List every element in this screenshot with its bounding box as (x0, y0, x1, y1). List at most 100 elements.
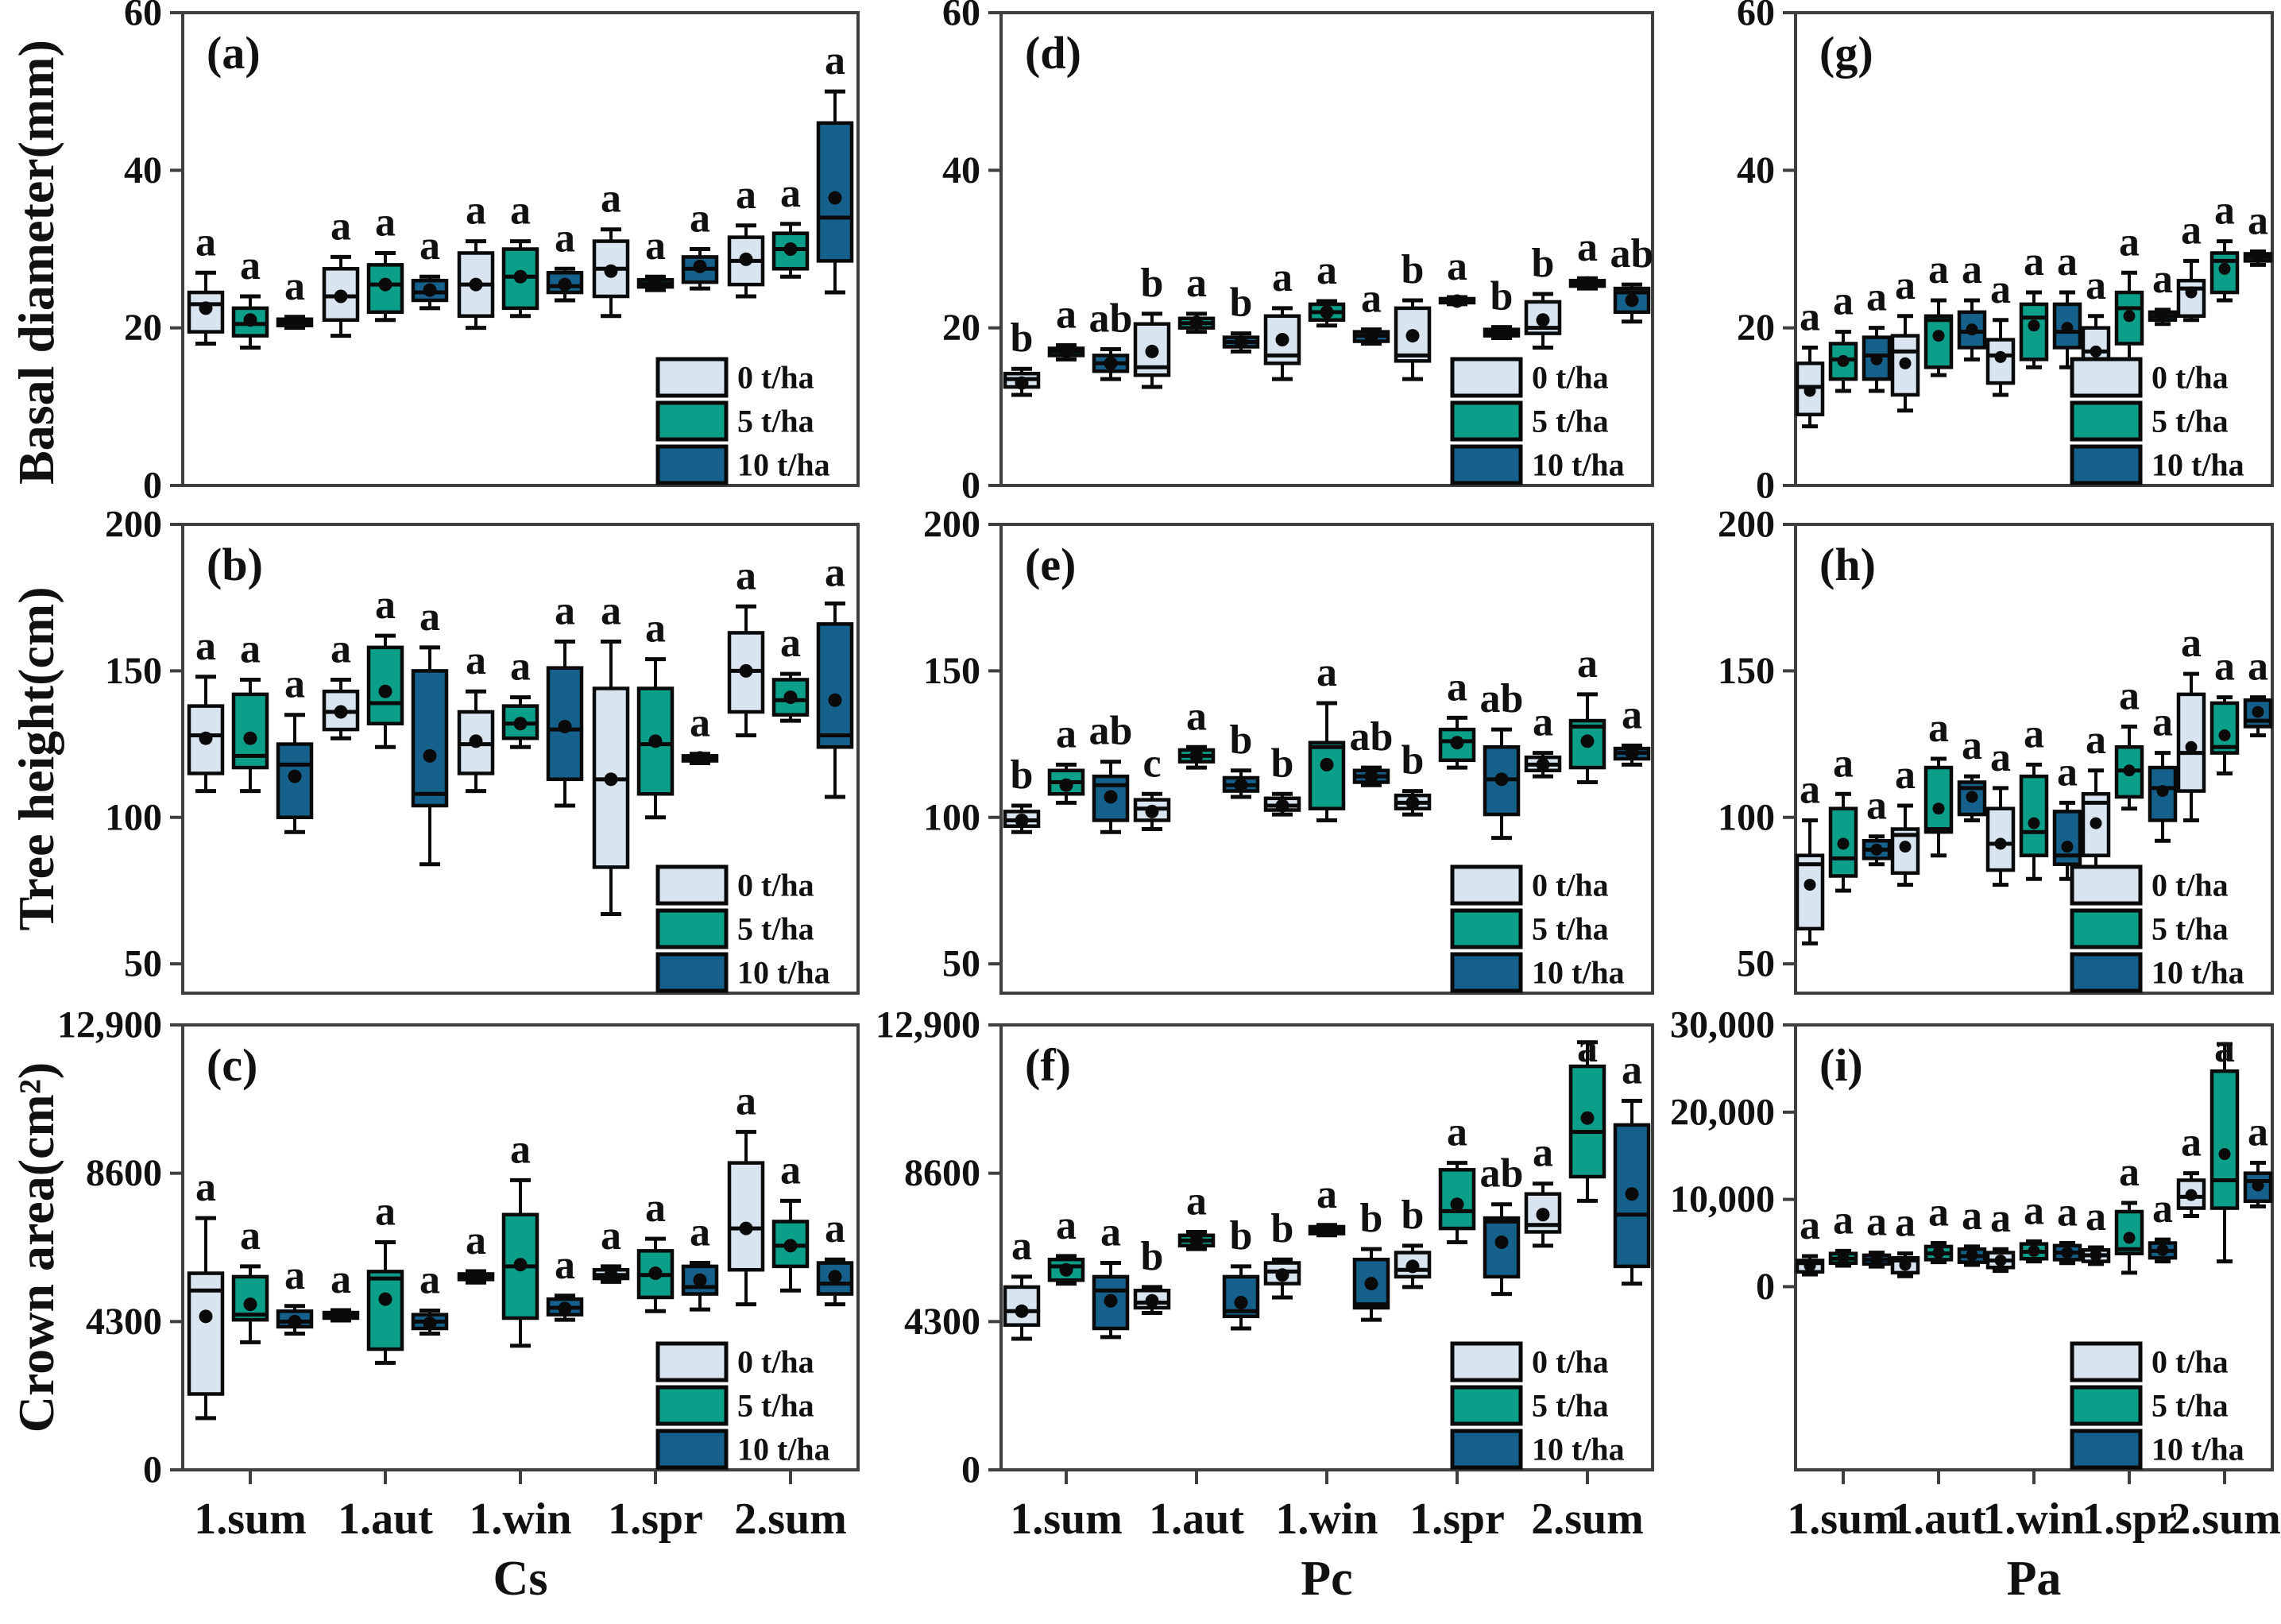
legend-label: 10 t/ha (737, 955, 830, 991)
significance-letter: a (195, 219, 216, 265)
legend-swatch-0tha (1450, 1341, 1523, 1382)
x-tick-label-season: 1.aut (1149, 1494, 1244, 1544)
boxplot-b-1.spr-0 t/ha: a (592, 589, 630, 916)
y-tick-label: 4300 (86, 1301, 162, 1343)
box-iqr (1483, 1216, 1521, 1279)
significance-letter: a (2024, 239, 2044, 284)
mean-dot (513, 1258, 528, 1272)
legend-swatch-10tha (655, 952, 729, 993)
x-tick-label-season: 1.sum (194, 1494, 307, 1544)
boxplot-g-1.win-10 t/ha: a (2052, 239, 2082, 369)
mean-dot (2156, 309, 2169, 322)
panel-letter: (i) (1819, 1039, 1863, 1091)
mean-dot (1145, 1293, 1159, 1308)
boxplot-c-2.sum-0 t/ha: a (727, 1079, 765, 1307)
legend-label: 10 t/ha (737, 447, 830, 483)
boxplot-e-2.sum-5 t/ha: a (1568, 641, 1606, 784)
mean-dot (2185, 1189, 2198, 1201)
y-tick-label: 0 (143, 465, 162, 507)
x-axis-species-label-cs: Cs (493, 1552, 548, 1606)
mean-dot (1364, 1277, 1378, 1291)
significance-letter: a (2024, 711, 2044, 756)
boxplot-g-1.aut-0 t/ha: a (1890, 263, 1920, 413)
box-iqr (366, 1270, 404, 1351)
significance-letter: a (1928, 706, 1949, 751)
mean-dot (1275, 1268, 1289, 1282)
significance-letter: b (1230, 1213, 1253, 1259)
significance-letter: b (1360, 1196, 1383, 1241)
boxplot-a-2.sum-10 t/ha: a (816, 38, 854, 295)
significance-letter: a (466, 188, 486, 234)
significance-letter: a (331, 1257, 351, 1302)
mean-dot (1994, 837, 2007, 850)
legend-swatch-5tha (1450, 400, 1523, 442)
significance-letter: a (780, 1147, 801, 1193)
mean-dot (1234, 778, 1248, 792)
significance-letter: a (1622, 1048, 1642, 1093)
significance-letter: a (2214, 644, 2235, 690)
mean-dot (2218, 1148, 2231, 1161)
mean-dot (2252, 250, 2264, 263)
boxplot-f-1.win-0 t/ha: b (1263, 1206, 1301, 1300)
legend-label: 5 t/ha (737, 404, 814, 439)
mean-dot (334, 705, 348, 719)
mean-dot (1870, 1253, 1883, 1266)
significance-letter: a (2214, 1026, 2235, 1071)
boxplot-i-1.spr-10 t/ha: a (2148, 1186, 2178, 1264)
y-tick-label: 150 (1718, 650, 1775, 692)
mean-dot (1580, 1111, 1595, 1125)
boxplot-h-1.spr-0 t/ha: a (2081, 717, 2111, 872)
legend-swatch-10tha (1450, 1429, 1523, 1470)
box-iqr (2052, 302, 2082, 350)
boxplot-f-1.win-10 t/ha: b (1352, 1196, 1390, 1322)
boxplot-b-2.sum-0 t/ha: a (727, 553, 765, 737)
boxplot-h-1.aut-5 t/ha: a (1923, 706, 1954, 858)
y-tick-label: 60 (1737, 0, 1775, 34)
boxplot-c-1.spr-5 t/ha: a (636, 1185, 675, 1313)
box-iqr (411, 669, 449, 808)
legend-label: 5 t/ha (737, 1388, 814, 1424)
panel-letter: (a) (207, 27, 261, 79)
box-iqr (1438, 727, 1476, 763)
boxplot-b-1.aut-5 t/ha: a (366, 582, 404, 749)
legend-label: 10 t/ha (1532, 447, 1625, 483)
mean-dot (1405, 795, 1420, 810)
boxplot-b-2.sum-10 t/ha: a (816, 551, 854, 799)
mean-dot (1059, 778, 1073, 792)
boxplot-f-2.sum-10 t/ha: a (1613, 1048, 1651, 1286)
y-tick-label: 60 (942, 0, 980, 34)
significance-letter: a (2057, 1190, 2078, 1235)
significance-letter: a (690, 196, 710, 242)
significance-letter: a (1361, 276, 1382, 322)
boxplot-h-1.spr-5 t/ha: a (2114, 673, 2144, 811)
significance-letter: b (1271, 1206, 1294, 1251)
significance-letter: ab (1089, 296, 1133, 341)
y-tick-label: 150 (105, 650, 162, 692)
significance-letter: a (1577, 225, 1598, 270)
legend-label: 0 t/ha (1532, 1344, 1609, 1380)
significance-letter: a (1800, 767, 1820, 812)
x-tick-label-season: 2.sum (2168, 1494, 2281, 1544)
mean-dot (739, 252, 753, 266)
legend-label: 0 t/ha (1532, 868, 1609, 903)
mean-dot (783, 690, 798, 705)
significance-letter: b (1141, 1234, 1164, 1279)
legend-label: 10 t/ha (2151, 955, 2244, 991)
boxplot-i-1.sum-5 t/ha: a (1828, 1197, 1858, 1268)
mean-dot (378, 1292, 392, 1306)
x-tick-label-season: 2.sum (734, 1494, 847, 1544)
x-tick-label-season: 1.sum (1010, 1494, 1123, 1544)
significance-letter: a (1186, 1178, 1207, 1224)
panel-letter: (d) (1025, 27, 1081, 79)
boxplot-b-1.sum-10 t/ha: a (276, 662, 314, 834)
mean-dot (513, 269, 528, 284)
mean-dot (469, 277, 483, 292)
boxplot-e-2.sum-0 t/ha: a (1524, 700, 1562, 779)
boxplot-b-1.win-10 t/ha: a (546, 589, 584, 808)
y-tick-label: 40 (124, 149, 162, 191)
legend-swatch-0tha (655, 1341, 729, 1382)
boxplot-d-1.sum-10 t/ha: ab (1089, 296, 1133, 381)
significance-letter: a (195, 1165, 216, 1210)
